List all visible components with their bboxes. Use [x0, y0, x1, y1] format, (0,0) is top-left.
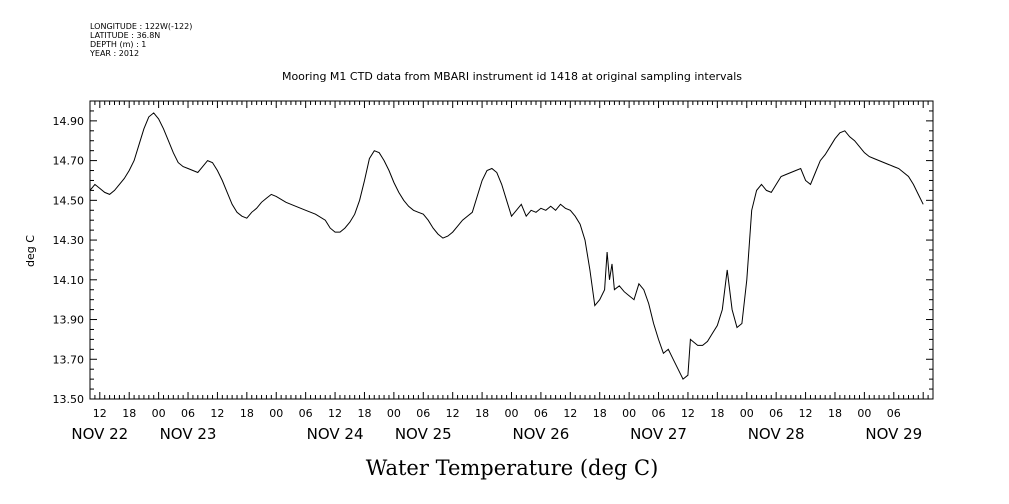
x-tick-label: 12 — [328, 407, 342, 420]
y-tick-label: 13.90 — [53, 314, 85, 327]
x-tick-label: 12 — [799, 407, 813, 420]
x-tick-label: 18 — [828, 407, 842, 420]
x-day-label: NOV 26 — [512, 425, 569, 443]
x-tick-label: 00 — [152, 407, 166, 420]
x-tick-label: 00 — [622, 407, 636, 420]
x-day-label: NOV 25 — [395, 425, 452, 443]
chart-title: Mooring M1 CTD data from MBARI instrumen… — [282, 70, 742, 83]
x-tick-label: 00 — [269, 407, 283, 420]
x-day-label: NOV 24 — [307, 425, 364, 443]
x-tick-label: 18 — [240, 407, 254, 420]
water-temperature-line — [89, 112, 924, 380]
x-tick-label: 06 — [534, 407, 548, 420]
x-day-label: NOV 23 — [160, 425, 217, 443]
year-label: YEAR : 2012 — [90, 49, 140, 58]
x-tick-label: 12 — [446, 407, 460, 420]
x-day-label: NOV 22 — [71, 425, 128, 443]
x-tick-label: 18 — [593, 407, 607, 420]
plot-frame — [89, 100, 934, 400]
x-tick-label: 18 — [357, 407, 371, 420]
x-tick-label: 00 — [505, 407, 519, 420]
depth-label: DEPTH (m) : 1 — [90, 40, 147, 49]
x-tick-label: 12 — [210, 407, 224, 420]
x-tick-label: 00 — [740, 407, 754, 420]
y-axis-label: deg C — [24, 235, 37, 267]
x-day-label: NOV 27 — [630, 425, 687, 443]
x-tick-label: 00 — [857, 407, 871, 420]
x-tick-label: 18 — [475, 407, 489, 420]
x-tick-label: 12 — [93, 407, 107, 420]
y-tick-label: 14.30 — [53, 234, 85, 247]
x-axis-label: Water Temperature (deg C) — [366, 456, 659, 480]
x-tick-label: 18 — [710, 407, 724, 420]
x-tick-label: 06 — [181, 407, 195, 420]
x-tick-label: 18 — [122, 407, 136, 420]
y-tick-label: 13.70 — [53, 353, 85, 366]
x-tick-label: 12 — [681, 407, 695, 420]
x-tick-label: 12 — [563, 407, 577, 420]
latitude-label: LATITUDE : 36.8N — [90, 31, 161, 40]
y-tick-label: 14.90 — [53, 115, 85, 128]
y-tick-label: 13.50 — [53, 393, 85, 406]
x-tick-label: 06 — [887, 407, 901, 420]
x-day-label: NOV 28 — [748, 425, 805, 443]
x-tick-label: 06 — [299, 407, 313, 420]
x-tick-label: 00 — [387, 407, 401, 420]
y-tick-label: 14.70 — [53, 155, 85, 168]
metadata-block: LONGITUDE : 122W(-122) LATITUDE : 36.8N … — [90, 22, 192, 58]
x-day-label: NOV 29 — [865, 425, 922, 443]
x-tick-label: 06 — [769, 407, 783, 420]
y-tick-label: 14.50 — [53, 194, 85, 207]
x-tick-label: 06 — [652, 407, 666, 420]
x-tick-label: 06 — [416, 407, 430, 420]
y-tick-label: 14.10 — [53, 274, 85, 287]
longitude-label: LONGITUDE : 122W(-122) — [90, 22, 193, 31]
x-axis: 12 18 00 06 12 18 00 06 12 18 00 06 12 18 00 06 12 18 00 06… — [71, 101, 934, 443]
y-axis: 13.50 13.70 13.90 14.10 14.30 14.50 14.70 14.90 — [53, 100, 933, 406]
